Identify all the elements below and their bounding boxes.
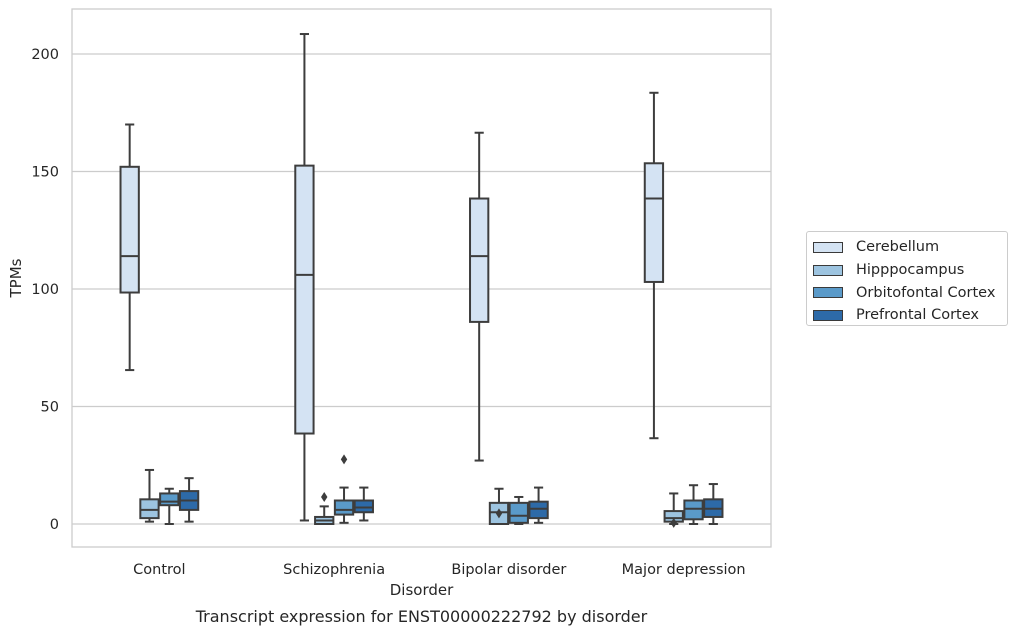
y-tick-label: 150 [31, 165, 59, 181]
legend-item: Hipppocampus [813, 259, 1007, 282]
x-axis-ticks: Control Schizophrenia Bipolar disorder Majo… [133, 562, 745, 578]
x-tick-label: Major depression [622, 562, 746, 578]
legend-item: Orbitofontal Cortex [813, 281, 1007, 304]
box-hipppocampus [663, 492, 684, 528]
y-axis-label: TPMs [7, 258, 25, 298]
y-tick-label: 200 [31, 47, 59, 63]
box-hipppocampus [314, 491, 335, 526]
box-iqr [159, 492, 180, 507]
box-iqr [119, 165, 140, 294]
x-tick-label: Control [133, 562, 185, 578]
box-iqr [469, 197, 490, 323]
outlier-point [321, 491, 328, 502]
y-axis-ticks: 0 50 100 150 200 [31, 47, 59, 533]
legend-swatch [813, 264, 843, 276]
chart-title: Transcript expression for ENST0000022279… [195, 607, 648, 626]
legend-label: Orbitofontal Cortex [856, 284, 996, 301]
legend: Cerebellum Hipppocampus Orbitofontal Corte… [806, 231, 1008, 326]
box-orbitofontal-cortex [333, 454, 355, 524]
box-hipppocampus [139, 468, 160, 523]
box-iqr [683, 499, 704, 521]
y-tick-label: 100 [31, 282, 59, 298]
box-cerebellum [643, 91, 665, 440]
box-iqr [643, 162, 665, 283]
legend-item: Prefrontal Cortex [813, 304, 1007, 327]
x-axis-label: Disorder [390, 581, 454, 599]
legend-swatch [813, 309, 843, 321]
box-iqr [139, 498, 160, 520]
legend-label: Prefrontal Cortex [856, 307, 979, 324]
y-tick-label: 0 [50, 517, 59, 533]
gridlines [72, 53, 771, 525]
box-orbitofontal-cortex [508, 495, 529, 525]
legend-item: Cerebellum [813, 236, 1007, 259]
legend-label: Cerebellum [856, 239, 940, 256]
outlier-point [670, 517, 677, 528]
x-tick-label: Bipolar disorder [451, 562, 566, 578]
box-orbitofontal-cortex [159, 487, 180, 525]
box-cerebellum [119, 123, 140, 372]
outlier-point [495, 508, 503, 519]
box-orbitofontal-cortex [683, 484, 704, 525]
box-series [119, 33, 724, 528]
legend-label: Hipppocampus [856, 262, 965, 279]
box-prefrontal-cortex [353, 486, 374, 522]
box-prefrontal-cortex [703, 483, 724, 525]
box-iqr [508, 501, 529, 524]
legend-swatch [813, 241, 843, 253]
outlier-point [340, 454, 348, 465]
y-tick-label: 50 [41, 400, 59, 416]
box-iqr [353, 499, 374, 514]
box-prefrontal-cortex [178, 477, 200, 523]
box-hipppocampus [488, 487, 510, 526]
box-iqr [294, 164, 315, 435]
legend-swatch [813, 287, 843, 299]
box-cerebellum [469, 131, 490, 462]
box-prefrontal-cortex [528, 486, 549, 524]
box-iqr [528, 500, 549, 520]
box-cerebellum [294, 33, 315, 522]
x-tick-label: Schizophrenia [283, 562, 385, 578]
plot-area-frame [71, 8, 772, 548]
box-iqr [333, 499, 355, 516]
